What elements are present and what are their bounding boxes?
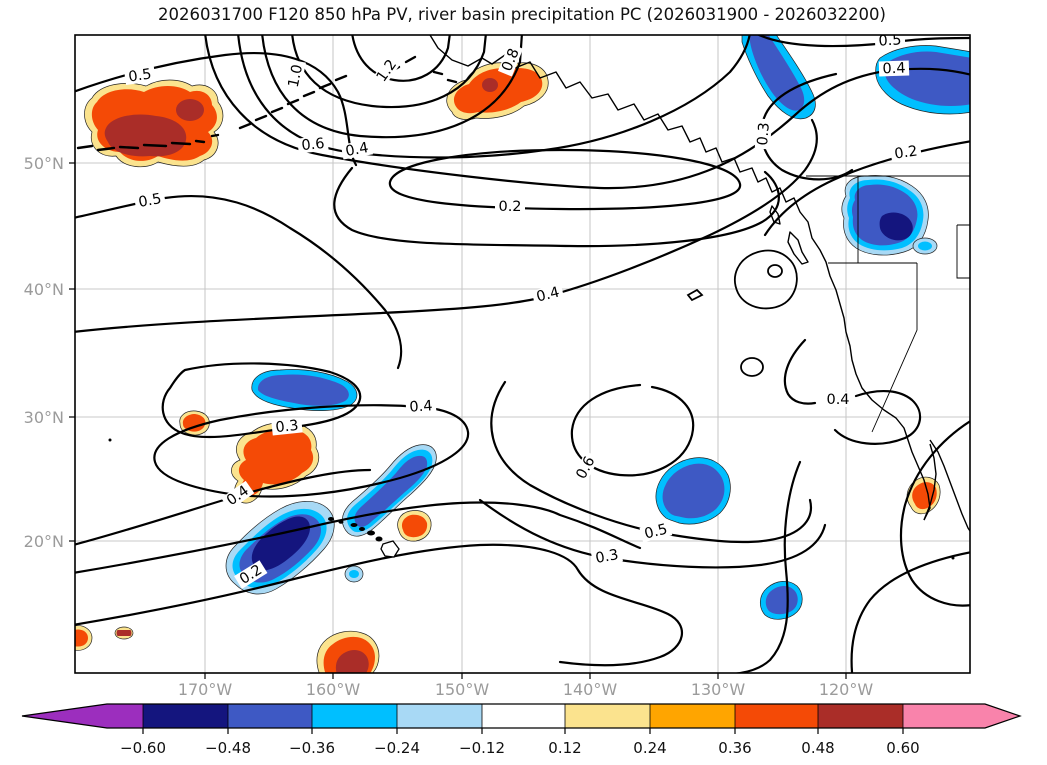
x-tick-label: 140°W: [563, 680, 618, 699]
contour-label: 0.4: [409, 398, 433, 416]
small-dot-mexico: [951, 556, 955, 560]
colorbar-tick-label: 0.12: [548, 739, 581, 757]
colorbar-tick-labels: −0.60 −0.48 −0.36 −0.24 −0.12 0.12 0.24 …: [120, 739, 920, 757]
colorbar-tick-label: −0.36: [289, 739, 335, 757]
contour-label: 0.3: [594, 547, 619, 567]
grid-lines: [75, 35, 970, 673]
x-tick-label: 170°W: [178, 680, 233, 699]
colorbar-ticks: [142, 728, 904, 734]
small-island-dot: [108, 438, 112, 442]
x-tick-label: 150°W: [435, 680, 490, 699]
x-tick-label: 160°W: [306, 680, 361, 699]
colorbar-segment-pink: [903, 704, 1020, 728]
colorbar-segment-orangered: [735, 704, 818, 728]
pv-contour-lines: [75, 35, 970, 673]
colorbar-tick-label: −0.48: [205, 739, 251, 757]
colorbar: −0.60 −0.48 −0.36 −0.24 −0.12 0.12 0.24 …: [21, 703, 1022, 757]
colorbar-tick-label: 0.60: [886, 739, 919, 757]
colorbar-segment-paleyellow: [565, 704, 650, 728]
colorbar-segment-royal: [228, 704, 312, 728]
contour-label: 0.5: [137, 191, 162, 211]
axis-ticks: [69, 162, 847, 679]
colorbar-tick-label: 0.48: [801, 739, 834, 757]
colorbar-tick-label: −0.60: [120, 739, 166, 757]
colorbar-outline: [21, 703, 1022, 729]
colorbar-tick-label: 0.36: [718, 739, 751, 757]
map-background: [75, 35, 970, 673]
coastlines: [429, 35, 970, 533]
contour-labels: 0.5 1.0 1.2 0.8 0.6 0.4 0.5 0.4 0.3 0.2 …: [124, 32, 922, 589]
colorbar-dividers: [142, 704, 904, 728]
contour-label: 0.2: [498, 199, 521, 215]
colorbar-tick-label: −0.24: [374, 739, 420, 757]
contour-label: 0.4: [535, 284, 561, 305]
contour-label: 0.4: [882, 61, 906, 78]
colorbar-segment-cyan: [312, 704, 397, 728]
colorbar-segment-navy: [143, 704, 228, 728]
y-tick-label: 50°N: [24, 154, 64, 173]
colorbar-segment-lightblue: [397, 704, 482, 728]
shaded-pc-regions: [75, 35, 970, 673]
y-tick-label: 20°N: [24, 532, 64, 551]
hawaiian-islands: [328, 517, 400, 558]
colorbar-tick-label: 0.24: [633, 739, 666, 757]
x-tick-label: 120°W: [819, 680, 874, 699]
colorbar-segment-orange: [650, 704, 735, 728]
contour-label: 0.4: [826, 392, 849, 408]
colorbar-segment-white: [482, 704, 565, 728]
contour-label: 0.4: [344, 140, 369, 160]
y-tick-label: 40°N: [24, 280, 64, 299]
colorbar-segment-darkred: [818, 704, 903, 728]
contour-label: 1.0: [286, 63, 306, 89]
plot-title: 2026031700 F120 850 hPa PV, river basin …: [158, 5, 886, 24]
small-closed-contours: [686, 249, 798, 377]
map-frame: [74, 34, 971, 674]
contour-label: 0.3: [275, 418, 300, 436]
x-tick-label: 130°W: [691, 680, 746, 699]
contour-label: 0.5: [878, 32, 902, 49]
aleutian-islands: [76, 55, 458, 152]
contour-label: 0.5: [643, 521, 669, 542]
colorbar-segment-purple: [22, 704, 143, 728]
y-axis-labels: 50°N 40°N 30°N 20°N: [24, 154, 64, 551]
contour-label: 0.6: [301, 136, 326, 154]
colorbar-tick-label: −0.12: [459, 739, 505, 757]
contour-label: 0.5: [127, 66, 152, 85]
contour-label: 0.3: [755, 122, 773, 146]
contour-label: 0.2: [893, 143, 918, 162]
x-axis-labels: 170°W 160°W 150°W 140°W 130°W 120°W: [178, 680, 874, 699]
y-tick-label: 30°N: [24, 408, 64, 427]
